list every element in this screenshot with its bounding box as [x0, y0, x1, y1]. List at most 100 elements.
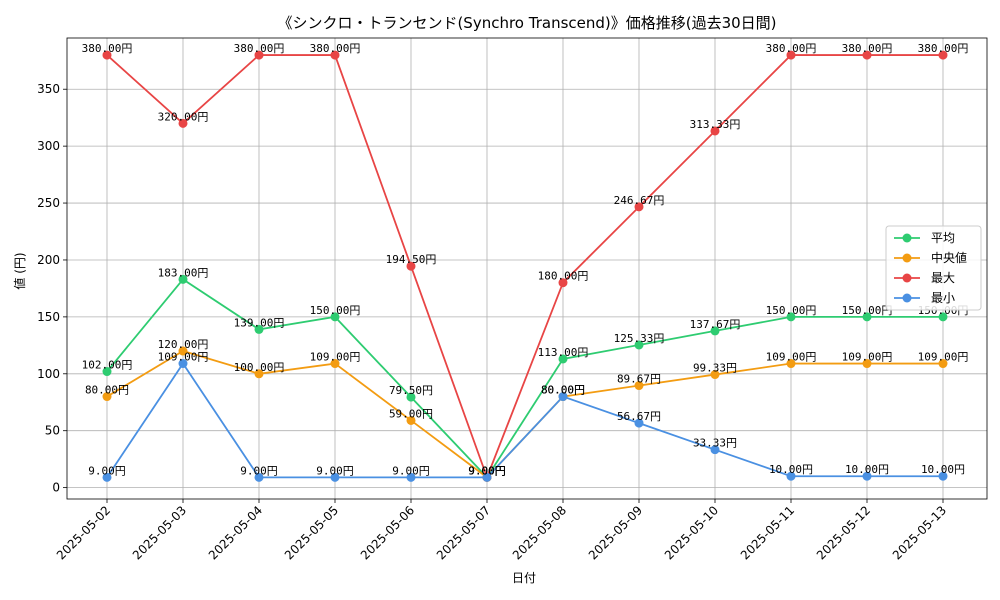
data-label: 120.00円: [158, 338, 209, 351]
y-tick-label: 100: [37, 367, 60, 381]
data-label: 380.00円: [234, 42, 285, 55]
data-labels-layer: 102.00円 183.00円 139.00円 150.00円 79.50円 9.00円 1…: [82, 42, 969, 477]
data-label: 109.00円: [918, 351, 969, 364]
data-point: [558, 278, 568, 288]
x-tick-label: 2025-05-09: [586, 503, 645, 562]
data-point: [178, 359, 188, 369]
x-tick-label: 2025-05-05: [282, 503, 341, 562]
data-label: 9.00円: [316, 464, 354, 477]
data-point: [786, 50, 796, 60]
data-label: 194.50円: [386, 253, 437, 266]
data-point: [102, 50, 112, 60]
data-label: 80.00円: [541, 384, 585, 397]
data-point: [710, 445, 720, 455]
x-tick-label: 2025-05-10: [662, 503, 721, 562]
data-label: 109.00円: [842, 351, 893, 364]
data-point: [102, 392, 112, 402]
data-label: 380.00円: [310, 42, 361, 55]
data-point: [254, 324, 264, 334]
data-point: [634, 340, 644, 350]
legend-marker: [902, 273, 912, 283]
data-label: 139.00円: [234, 316, 285, 329]
data-label: 380.00円: [766, 42, 817, 55]
data-label: 9.00円: [392, 464, 430, 477]
data-point: [178, 118, 188, 128]
y-tick-label: 350: [37, 82, 60, 96]
data-point: [634, 202, 644, 212]
data-point: [330, 359, 340, 369]
data-label: 102.00円: [82, 359, 133, 372]
data-label: 380.00円: [82, 42, 133, 55]
data-point: [862, 312, 872, 322]
data-label: 109.00円: [310, 351, 361, 364]
chart-title: 《シンクロ・トランセンド(Synchro Transcend)》価格推移(過去3…: [277, 14, 776, 32]
data-label: 320.00円: [158, 110, 209, 123]
data-point: [710, 326, 720, 336]
data-point: [786, 471, 796, 481]
data-point: [102, 367, 112, 377]
data-label: 9.00円: [468, 464, 506, 477]
series-line: [106, 278, 943, 479]
data-point: [634, 381, 644, 391]
x-tick-label: 2025-05-02: [54, 503, 113, 562]
y-tick-label: 50: [45, 424, 60, 438]
data-label: 150.00円: [310, 304, 361, 317]
y-axis-label: 値 (円): [12, 252, 27, 289]
data-point: [862, 471, 872, 481]
y-tick-label: 200: [37, 253, 60, 267]
data-label: 180.00円: [538, 270, 589, 283]
data-label: 150.00円: [766, 304, 817, 317]
data-point: [482, 472, 492, 482]
data-point: [938, 312, 948, 322]
data-label: 9.00円: [468, 464, 506, 477]
data-label: 89.67円: [617, 373, 661, 386]
data-point: [938, 359, 948, 369]
data-point: [710, 126, 720, 136]
data-point: [938, 50, 948, 60]
data-label: 9.00円: [240, 464, 278, 477]
series-line: [106, 54, 943, 480]
x-tick-label: 2025-05-06: [358, 503, 417, 562]
data-point: [786, 359, 796, 369]
data-point: [254, 50, 264, 60]
y-tick-label: 0: [52, 481, 60, 495]
y-tick-label: 300: [37, 139, 60, 153]
data-point: [330, 50, 340, 60]
data-point: [178, 274, 188, 284]
data-label: 10.00円: [769, 463, 813, 476]
data-point: [406, 415, 416, 425]
data-label: 80.00円: [541, 384, 585, 397]
data-point: [634, 418, 644, 428]
legend-label: 最大: [931, 271, 955, 285]
x-tick-label: 2025-05-08: [510, 503, 569, 562]
data-label: 150.00円: [842, 304, 893, 317]
data-point: [330, 312, 340, 322]
data-point: [406, 261, 416, 271]
data-point: [406, 472, 416, 482]
x-tick-label: 2025-05-11: [738, 503, 797, 562]
data-point: [862, 50, 872, 60]
data-label: 125.33円: [614, 332, 665, 345]
data-label: 56.67円: [617, 410, 661, 423]
y-tick-label: 150: [37, 310, 60, 324]
data-label: 380.00円: [842, 42, 893, 55]
data-label: 109.00円: [766, 351, 817, 364]
data-point: [938, 471, 948, 481]
series-line: [106, 361, 943, 479]
series-layer: [102, 50, 948, 482]
data-label: 10.00円: [921, 463, 965, 476]
legend-label: 最小: [931, 291, 955, 305]
y-tick-label: 250: [37, 196, 60, 210]
data-point: [558, 392, 568, 402]
x-tick-label: 2025-05-12: [814, 503, 873, 562]
data-label: 33.33円: [693, 437, 737, 450]
data-point: [406, 392, 416, 402]
data-label: 99.33円: [693, 362, 737, 375]
data-label: 9.00円: [468, 464, 506, 477]
x-tick-label: 2025-05-13: [890, 503, 949, 562]
data-label: 9.00円: [88, 464, 126, 477]
legend-label: 中央値: [931, 250, 967, 265]
data-label: 9.00円: [468, 464, 506, 477]
